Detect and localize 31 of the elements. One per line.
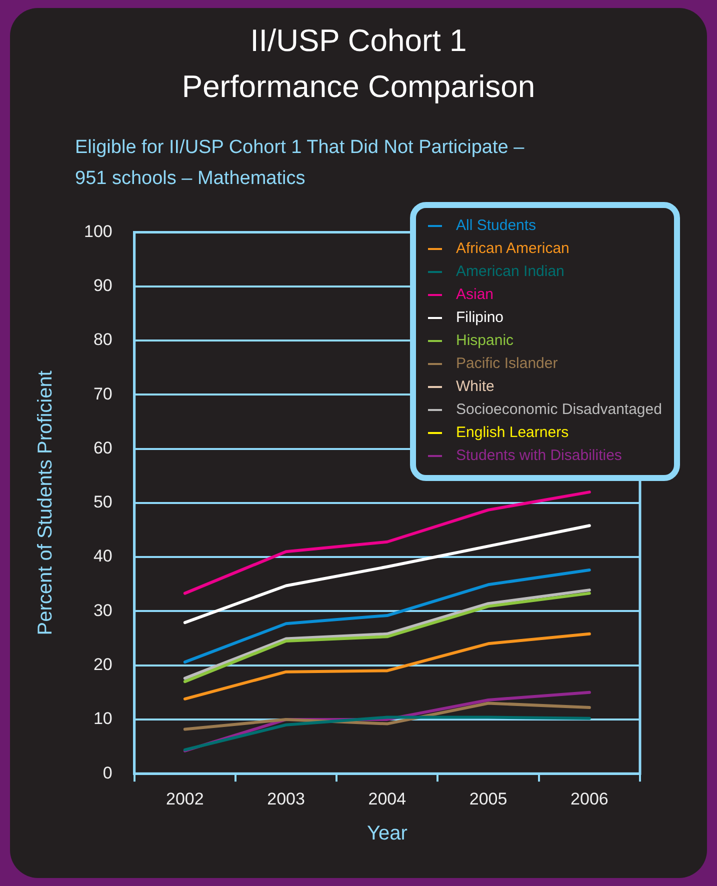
legend-label: Asian <box>456 286 494 304</box>
legend-label: Filipino <box>456 309 504 326</box>
y-tick-label: 80 <box>93 330 112 350</box>
x-tick-label: 2003 <box>267 789 305 808</box>
y-tick-label: 50 <box>93 492 112 512</box>
x-axis-title: Year <box>366 822 408 845</box>
chart-subtitle: Eligible for II/USP Cohort 1 That Did Not Participate – 951 schools – Mathematics <box>75 136 526 191</box>
legend-label: English Learners <box>456 424 569 442</box>
legend-label: Pacific Islander <box>456 355 558 372</box>
y-tick-label: 10 <box>93 709 112 728</box>
x-tick-label: 2004 <box>368 789 406 808</box>
chart-title: II/USP Cohort 1 Performance Comparison <box>180 22 536 106</box>
y-axis-title: Percent of Students Proficient <box>34 370 57 636</box>
y-tick-label: 70 <box>93 384 112 404</box>
x-tick-label: 2005 <box>469 789 508 808</box>
y-tick-label: 100 <box>84 222 112 241</box>
legend-label: African American <box>456 240 570 258</box>
legend-label: Students with Disabilities <box>456 447 622 464</box>
x-tick-label: 2002 <box>166 789 204 808</box>
y-tick-label: 60 <box>93 438 112 458</box>
legend-label: Hispanic <box>456 332 514 350</box>
legend-label: American Indian <box>456 263 564 280</box>
y-tick-label: 0 <box>102 763 112 782</box>
y-tick-label: 30 <box>93 600 112 620</box>
y-tick-label: 90 <box>93 276 112 296</box>
x-tick-label: 2006 <box>570 789 608 808</box>
y-tick-label: 40 <box>93 546 112 566</box>
legend-label: White <box>456 378 494 396</box>
y-tick-label: 20 <box>93 655 112 674</box>
legend-label: All Students <box>456 217 536 234</box>
legend-label: Socioeconomic Disadvantaged <box>456 401 662 418</box>
